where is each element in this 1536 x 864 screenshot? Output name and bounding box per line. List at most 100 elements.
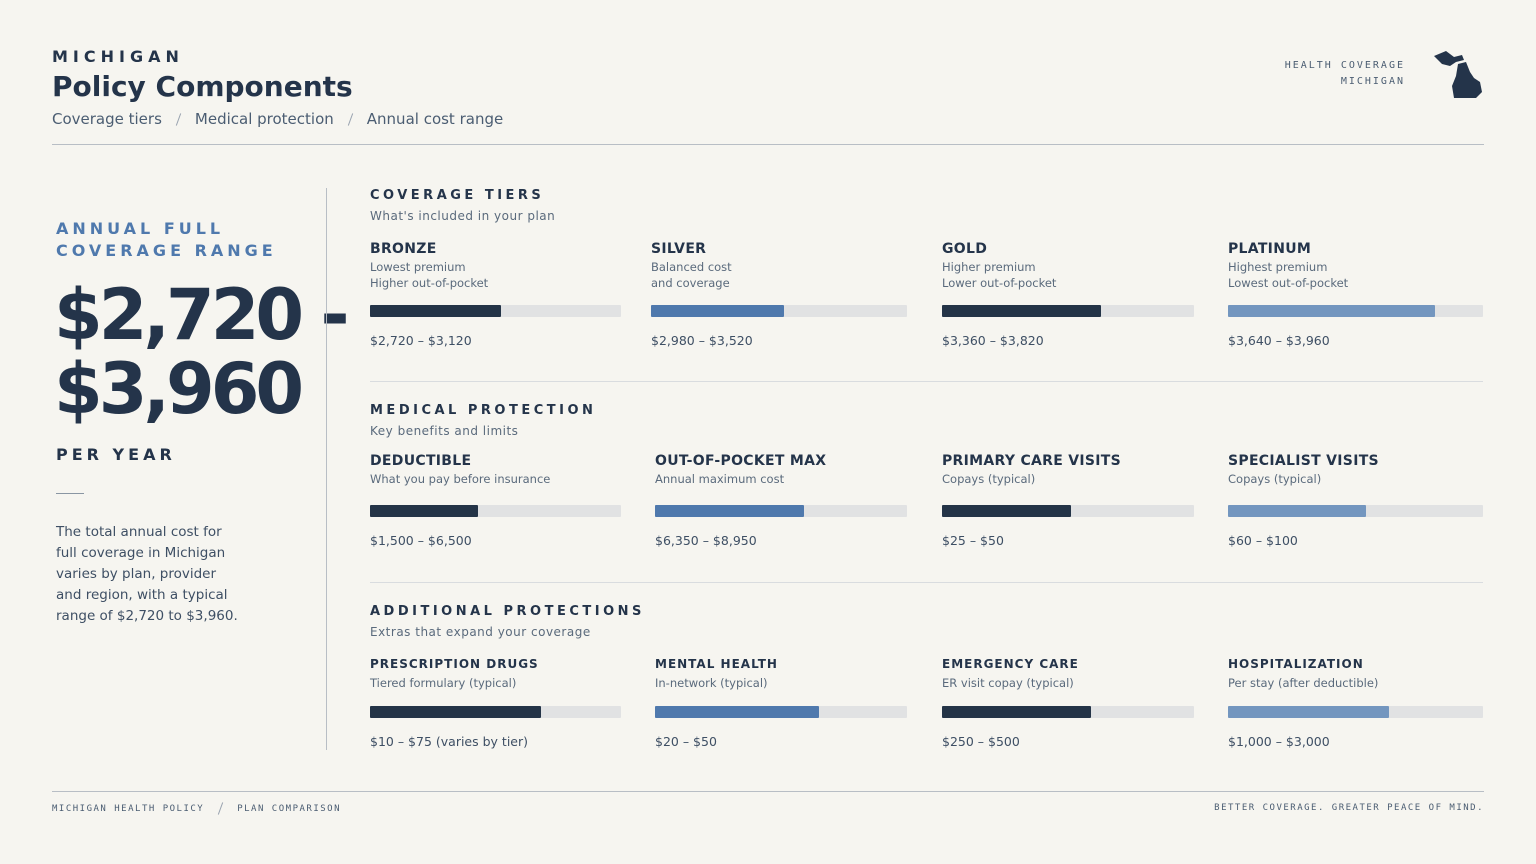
footer-rule [52,791,1484,792]
section-rule [370,381,1483,382]
item-name: BRONZE [370,241,437,257]
description-line: Higher out-of-pocket [370,275,489,290]
bar-track [370,706,621,718]
description-line: Highest premium [1228,260,1328,274]
divider [326,188,327,750]
description-line: Annual maximum cost [655,472,785,486]
separator [347,113,353,126]
summary-label: ANNUAL FULL COVERAGE RANGE [56,218,277,262]
description-line: Per stay (after deductible) [1228,676,1379,690]
item-description: Lowest premium Higher out-of-pocket [370,260,488,291]
item-range: $2,720 – $3,120 [370,333,472,348]
item-description: Annual maximum cost [655,472,784,488]
summary-dash [56,493,84,494]
description-line: In-network (typical) [655,676,768,690]
bar-fill [651,305,785,317]
title: Policy Components [52,70,353,103]
summary-amount: $2,720 - $3,960 [54,274,350,430]
breadcrumb: Annual cost range [366,110,504,128]
description-line: ER visit copay (typical) [942,676,1074,690]
item-description: Copays (typical) [942,472,1035,488]
item-name: MENTAL HEALTH [655,657,778,671]
description-line: Higher premium [942,260,1036,274]
item-range: $10 – $75 (varies by tier) [370,734,528,749]
description-line: and coverage [651,275,730,290]
bar-fill [370,305,501,317]
description-line: Balanced cost [651,260,732,274]
description-line: What you pay before insurance [370,472,551,486]
section-subtitle: What's included in your plan [370,209,556,223]
footer-left: MICHIGAN HEALTH POLICY PLAN COMPARISON [52,802,341,815]
bar-track [1228,706,1483,718]
section-title: ADDITIONAL PROTECTIONS [370,604,645,619]
item-name: GOLD [942,241,988,257]
item-description: In-network (typical) [655,676,768,692]
bar-fill [655,505,804,517]
item-description: Balanced cost and coverage [651,260,732,291]
item-name: DEDUCTIBLE [370,453,472,469]
breadcrumbs: Coverage tiers Medical protection Annual c… [52,110,503,128]
description-line: Copays (typical) [942,472,1036,486]
item-description: Highest premium Lowest out-of-pocket [1228,260,1348,291]
item-range: $3,360 – $3,820 [942,333,1044,348]
summary-label-line: ANNUAL FULL [56,219,225,238]
item-description: Higher premium Lower out-of-pocket [942,260,1056,291]
item-name: OUT-OF-POCKET MAX [655,453,827,469]
bar-track [942,505,1194,517]
footer-right: BETTER COVERAGE. GREATER PEACE OF MIND. [1214,803,1484,813]
breadcrumb: Coverage tiers [52,110,162,128]
bar-track [370,505,621,517]
bar-fill [942,305,1101,317]
item-name: PRESCRIPTION DRUGS [370,657,539,671]
item-name: SPECIALIST VISITS [1228,453,1379,469]
bar-fill [942,505,1071,517]
description-line: Tiered formulary (typical) [370,676,517,690]
item-range: $20 – $50 [655,734,717,749]
item-name: PLATINUM [1228,241,1312,257]
summary-label-line: COVERAGE RANGE [56,241,277,260]
bar-track [942,305,1194,317]
bar-track [651,305,907,317]
bar-track [1228,305,1483,317]
description-line: Lowest out-of-pocket [1228,275,1349,290]
bar-fill [1228,706,1389,718]
description-line: Copays (typical) [1228,472,1322,486]
item-description: ER visit copay (typical) [942,676,1074,692]
item-description: Tiered formulary (typical) [370,676,516,692]
footer-text: MICHIGAN HEALTH POLICY [52,804,205,814]
item-range: $6,350 – $8,950 [655,533,757,548]
item-name: EMERGENCY CARE [942,657,1079,671]
section-rule [370,582,1483,583]
item-name: PRIMARY CARE VISITS [942,453,1122,469]
description-line: Lowest premium [370,260,466,274]
section-subtitle: Extras that expand your coverage [370,625,591,639]
item-description: Per stay (after deductible) [1228,676,1378,692]
footer-text: PLAN COMPARISON [237,804,341,814]
item-range: $3,640 – $3,960 [1228,333,1330,348]
item-description: What you pay before insurance [370,472,550,488]
bar-track [655,706,907,718]
separator [175,113,182,126]
summary-amount-line: $3,960 [54,348,304,430]
bar-track [655,505,907,517]
item-range: $250 – $500 [942,734,1020,749]
item-name: SILVER [651,241,707,257]
badge-line: MICHIGAN [1340,76,1405,87]
bar-fill [1228,305,1435,317]
summary-description: The total annual cost for full coverage … [56,524,238,624]
item-name: HOSPITALIZATION [1228,657,1364,671]
item-range: $25 – $50 [942,533,1004,548]
separator [218,802,224,815]
item-description: Copays (typical) [1228,472,1321,488]
summary-amount-line: $2,720 - [54,274,350,356]
bar-fill [655,706,819,718]
section-subtitle: Key benefits and limits [370,424,519,438]
bar-fill [370,505,478,517]
summary-unit: PER YEAR [56,445,176,464]
bar-track [942,706,1194,718]
section-title: COVERAGE TIERS [370,188,545,203]
badge: HEALTH COVERAGE MICHIGAN [1285,58,1405,90]
bar-fill [370,706,541,718]
badge-line: HEALTH COVERAGE [1284,60,1405,71]
